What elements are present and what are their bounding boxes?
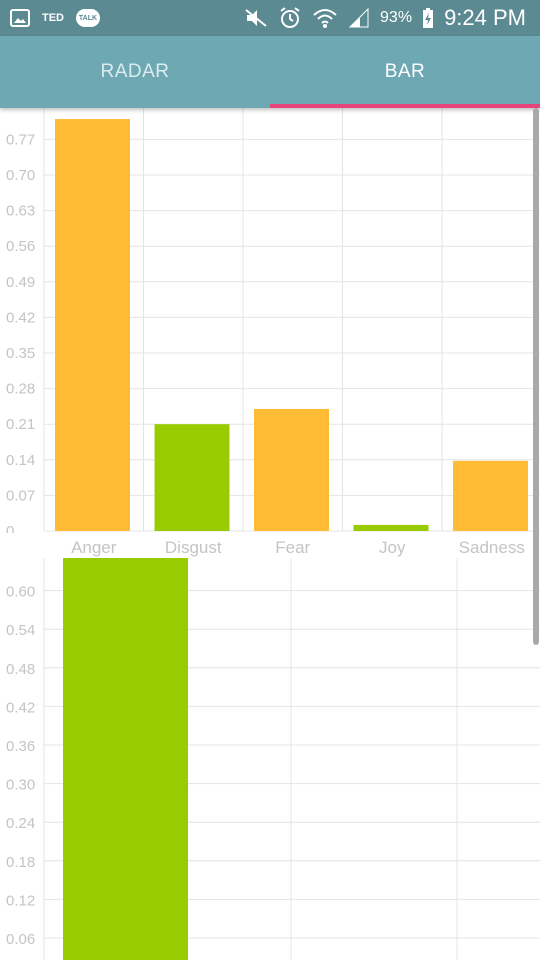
tab-radar[interactable]: RADAR (100, 61, 170, 82)
chart1-bar (453, 460, 528, 531)
clock: 9:24 PM (444, 5, 526, 30)
chart1-bar (353, 524, 429, 531)
gallery-icon (10, 9, 30, 27)
chart1-x-tick-label: Sadness (459, 538, 525, 557)
chart2-y-tick-label: 0.54 (6, 622, 35, 639)
chart1-x-tick-label: Fear (275, 538, 310, 557)
battery-percent: 93% (380, 9, 413, 26)
chart2-y-tick-label: 0.24 (6, 815, 35, 832)
chart2-bar (63, 558, 188, 960)
chart1-bar (154, 424, 230, 531)
ted-label: TED (42, 12, 64, 24)
chart1-y-tick-label: 0.63 (6, 203, 35, 220)
scrollbar[interactable] (533, 108, 539, 645)
chart1-y-tick-label: 0.07 (6, 487, 35, 504)
talk-icon: TALK (76, 9, 100, 27)
alarm-icon (280, 7, 300, 28)
chart1-y-tick-label: 0.28 (6, 381, 35, 398)
mute-icon (245, 9, 267, 27)
chart1-x-tick-label: Anger (71, 538, 117, 557)
tab-bar: RADAR BAR (0, 36, 540, 108)
status-bar: TED TALK 93% 9:24 PM (0, 0, 540, 36)
status-right: 93% 9:24 PM (244, 0, 526, 36)
chart1-y-tick-label: 0.21 (6, 416, 35, 433)
chart1-y-tick-label: 0.49 (6, 274, 35, 291)
chart1: 0 0.07 0.14 0.21 0.28 0.35 0.42 0.49 0.56 0.63 0.7… (6, 108, 540, 540)
chart2-y-tick-label: 0.18 (6, 854, 35, 871)
chart1-y-tick-label: 0.70 (6, 167, 35, 184)
battery-charging-icon (423, 8, 434, 28)
chart2-y-tick-label: 0.48 (6, 661, 35, 678)
chart2: 0.06 0.12 0.18 0.24 0.30 0.36 0.42 0.48 0.54 0.60 (6, 558, 540, 960)
chart2-y-tick-label: 0.42 (6, 699, 35, 716)
wifi-icon (313, 9, 337, 28)
chart1-bar (55, 119, 130, 532)
chart1-x-tick-label: Disgust (165, 538, 222, 557)
chart2-y-tick-label: 0.60 (6, 584, 35, 601)
chart1-bar (254, 408, 329, 531)
signal-icon (348, 8, 369, 28)
chart1-y-tick-label: 0 (6, 523, 14, 540)
chart1-y-tick-label: 0.14 (6, 452, 35, 469)
chart2-y-tick-label: 0.12 (6, 892, 35, 909)
chart1-y-tick-label: 0.56 (6, 238, 35, 255)
chart1-x-tick-label: Joy (379, 538, 406, 557)
tab-bar-chart[interactable]: BAR (384, 61, 426, 82)
chart2-y-tick-label: 0.36 (6, 738, 35, 755)
chart1-y-tick-label: 0.42 (6, 309, 35, 326)
status-left: TED TALK (10, 0, 100, 36)
chart2-y-tick-label: 0.06 (6, 931, 35, 948)
tab-indicator (270, 104, 540, 108)
chart1-y-tick-label: 0.77 (6, 131, 35, 148)
chart2-y-tick-label: 0.30 (6, 777, 35, 794)
chart1-y-tick-label: 0.35 (6, 345, 35, 362)
